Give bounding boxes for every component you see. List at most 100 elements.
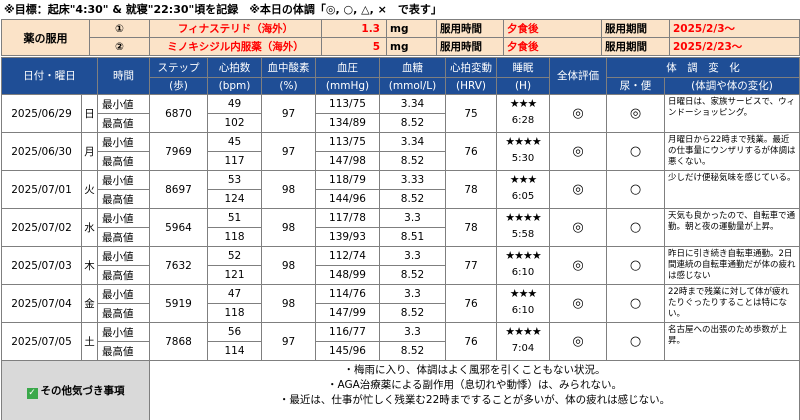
sleep-cell: ★★★★ 7:04 — [496, 322, 550, 361]
spo2-cell: 98 — [261, 208, 316, 247]
overall-rating: ◎ — [549, 132, 607, 171]
weekday-cell: 水 — [81, 208, 98, 247]
overall-rating: ◎ — [549, 170, 607, 209]
sleep-cell: ★★★★ 5:58 — [496, 208, 550, 247]
col-glucose-header: 血糖 — [379, 57, 446, 78]
overall-rating: ◎ — [549, 322, 607, 361]
urine-rating: ○ — [606, 246, 665, 285]
bp-max-cell: 148/99 — [315, 265, 380, 285]
col-date-header: 日付・曜日 — [1, 57, 98, 95]
glucose-min-cell: 3.3 — [379, 208, 446, 228]
sleep-duration: 7:04 — [511, 343, 535, 354]
condition-note: 月曜日から22時まで残業。最近の仕事量にウンザリするが体調は悪くない。 — [664, 132, 800, 171]
col-bp-header: 血圧 — [315, 57, 380, 78]
hr-max-cell: 114 — [207, 341, 262, 361]
sleep-rating-stars: ★★★★ — [505, 135, 541, 148]
hr-min-cell: 56 — [207, 322, 262, 342]
medication-row: ② ミノキシジル内服薬（海外） 5 mg 服用時間 夕食後 服用期間 2025/… — [2, 37, 800, 56]
weekday-cell: 火 — [81, 170, 98, 209]
col-glucose-unit: (mmol/L) — [379, 77, 446, 95]
bp-min-cell: 116/77 — [315, 322, 380, 342]
spo2-cell: 98 — [261, 170, 316, 209]
table-row: 2025/06/29 日最小値 6870 49 97 113/75 3.34 75 ★★★ 6:2… — [1, 94, 800, 133]
table-row: 最高値 102 134/89 8.52 — [2, 113, 800, 133]
glucose-max-cell: 8.52 — [379, 113, 446, 133]
med-number: ① — [89, 19, 150, 38]
max-label: 最高値 — [97, 151, 150, 171]
table-row: 最高値 117 147/98 8.52 — [2, 151, 800, 171]
hr-min-cell: 53 — [207, 170, 262, 190]
weekday-cell: 木 — [81, 246, 98, 285]
sleep-rating-stars: ★★★ — [509, 173, 538, 186]
sleep-duration: 6:10 — [511, 267, 535, 278]
table-row: 2025/07/01 火最小値 8697 53 98 118/79 3.33 78 ★★★ 6:0… — [1, 170, 800, 209]
med-dose: 1.3 — [321, 19, 387, 38]
col-spo2-header: 血中酸素 — [261, 57, 316, 78]
weekday-cell: 日 — [81, 94, 98, 133]
sleep-duration: 6:05 — [511, 191, 535, 202]
date-cell: 2025/06/29 — [1, 94, 82, 133]
spo2-cell: 97 — [261, 132, 316, 171]
col-time-header: 時間 — [97, 57, 150, 95]
goal-note: ※目標：起床"4:30" & 就寝"22:30"頃を記録 ※本日の体調「◎, ○… — [4, 3, 442, 16]
medication-row: 薬の服用 ① フィナステリド（海外） 1.3 mg 服用時間 夕食後 服用期間 … — [1, 19, 800, 56]
sleep-cell: ★★★★ 5:30 — [496, 132, 550, 171]
hrv-cell: 78 — [445, 208, 497, 247]
col-steps-header: ステップ — [149, 57, 208, 78]
glucose-max-cell: 8.51 — [379, 227, 446, 247]
sleep-cell: ★★★ 6:28 — [496, 94, 550, 133]
table-row: 2025/07/02 水最小値 5964 51 98 117/78 3.3 78 ★★★★ 5:5… — [1, 208, 800, 247]
steps-cell: 7632 — [149, 246, 208, 285]
med-period-label: 服用期間 — [601, 19, 670, 38]
hr-max-cell: 118 — [207, 303, 262, 323]
hr-max-cell: 124 — [207, 189, 262, 209]
sleep-duration: 6:28 — [511, 115, 535, 126]
date-cell: 2025/07/05 — [1, 322, 82, 361]
min-label: 最小値 — [97, 246, 150, 266]
med-unit: mg — [386, 37, 437, 56]
min-label: 最小値 — [97, 284, 150, 304]
table-row: 2025/07/04 金最小値 5919 47 98 114/76 3.3 76 ★★★ 6:10… — [1, 284, 800, 323]
footer-label: その他気づき事項 — [40, 384, 125, 397]
max-label: 最高値 — [97, 189, 150, 209]
max-label: 最高値 — [97, 265, 150, 285]
table-row: 最高値 114 145/96 8.52 — [2, 341, 800, 361]
overall-rating: ◎ — [549, 208, 607, 247]
medication-label: 薬の服用 — [1, 19, 90, 56]
col-bp-unit: (mmHg) — [315, 77, 380, 95]
date-cell: 2025/07/03 — [1, 246, 82, 285]
urine-rating: ○ — [606, 322, 665, 361]
med-period-label: 服用期間 — [601, 37, 670, 56]
glucose-max-cell: 8.52 — [379, 189, 446, 209]
min-label: 最小値 — [97, 208, 150, 228]
steps-cell: 5919 — [149, 284, 208, 323]
sleep-duration: 5:58 — [511, 229, 535, 240]
header-row-units: (歩) (bpm) (%) (mmHg) (mmol/L) (HRV) (H) … — [2, 77, 800, 95]
spo2-cell: 98 — [261, 284, 316, 323]
glucose-max-cell: 8.52 — [379, 151, 446, 171]
hrv-cell: 76 — [445, 284, 497, 323]
overall-rating: ◎ — [549, 94, 607, 133]
sleep-rating-stars: ★★★★ — [505, 211, 541, 224]
table-row: 2025/07/05 土最小値 7868 56 97 116/77 3.3 76 ★★★★ 7:0… — [1, 322, 800, 361]
bp-max-cell: 147/98 — [315, 151, 380, 171]
bp-min-cell: 113/75 — [315, 132, 380, 152]
glucose-max-cell: 8.52 — [379, 265, 446, 285]
spo2-cell: 97 — [261, 322, 316, 361]
urine-rating: ○ — [606, 170, 665, 209]
date-cell: 2025/07/04 — [1, 284, 82, 323]
sleep-rating-stars: ★★★ — [509, 287, 538, 300]
hr-min-cell: 47 — [207, 284, 262, 304]
footer-label-cell: ✓ その他気づき事項 — [1, 360, 150, 420]
glucose-min-cell: 3.34 — [379, 132, 446, 152]
glucose-min-cell: 3.3 — [379, 284, 446, 304]
col-sleep-unit: (H) — [496, 77, 550, 95]
table-row: 2025/06/30 月最小値 7969 45 97 113/75 3.34 76 ★★★★ 5:… — [1, 132, 800, 171]
bp-min-cell: 113/75 — [315, 94, 380, 114]
hrv-cell: 76 — [445, 132, 497, 171]
med-time-label: 服用時間 — [436, 37, 504, 56]
col-hrv-unit: (HRV) — [445, 77, 497, 95]
weekday-cell: 土 — [81, 322, 98, 361]
bp-min-cell: 114/76 — [315, 284, 380, 304]
max-label: 最高値 — [97, 303, 150, 323]
